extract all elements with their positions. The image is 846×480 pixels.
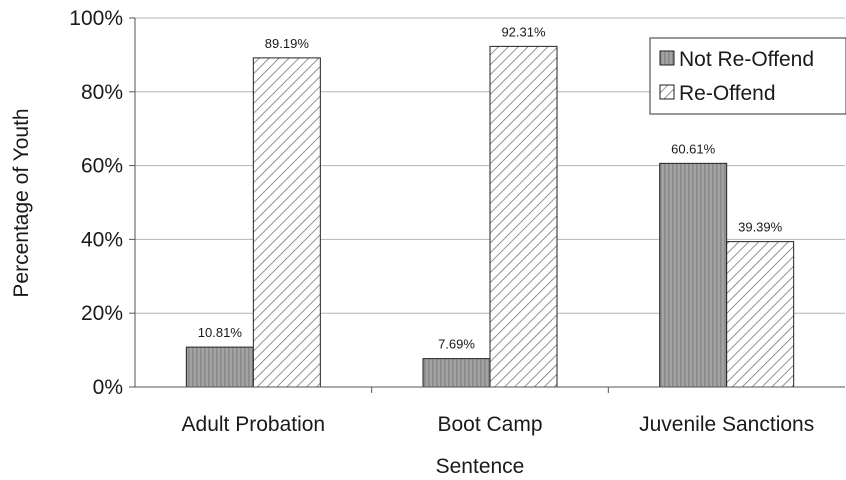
y-axis-label: Percentage of Youth [10, 108, 33, 297]
axes [134, 18, 845, 393]
y-tick-label: 20% [81, 302, 123, 325]
bar-not-reoffend [185, 346, 254, 388]
x-category-label: Boot Camp [437, 413, 542, 436]
bar-reoffend [489, 45, 558, 388]
legend-swatch-not-reoffend [659, 50, 675, 66]
y-tick-label: 40% [81, 228, 123, 251]
data-label: 89.19% [265, 36, 310, 51]
bar-reoffend [726, 241, 795, 388]
data-labels: 10.81% 89.19% 7.69% 92.31% 60.61% 39.39% [198, 24, 783, 351]
bar-not-reoffend [422, 358, 491, 388]
x-category-label: Adult Probation [182, 413, 326, 436]
data-label: 92.31% [501, 24, 546, 39]
legend-box [649, 37, 846, 115]
y-tick-label: 80% [81, 81, 123, 104]
data-label: 60.61% [671, 141, 716, 156]
legend-label-not-reoffend: Not Re-Offend [679, 48, 814, 71]
legend-label-reoffend: Re-Offend [679, 82, 776, 105]
x-axis-label: Sentence [436, 455, 525, 478]
bar-not-reoffend [659, 162, 728, 388]
data-label: 39.39% [738, 220, 783, 235]
bars [185, 45, 795, 388]
data-label: 10.81% [198, 325, 243, 340]
x-category-label: Juvenile Sanctions [639, 413, 814, 436]
data-label: 7.69% [438, 337, 475, 352]
legend-swatch-reoffend [659, 84, 675, 100]
y-tick-label: 60% [81, 155, 123, 178]
y-tick-labels: 0% 20% 40% 60% 80% 100% [69, 7, 123, 399]
x-category-labels: Adult Probation Boot Camp Juvenile Sanctio… [182, 413, 815, 436]
y-tick-label: 100% [69, 7, 123, 30]
legend: Not Re-Offend Re-Offend [649, 37, 846, 115]
y-tick-label: 0% [93, 376, 123, 399]
bar-reoffend [252, 57, 321, 388]
